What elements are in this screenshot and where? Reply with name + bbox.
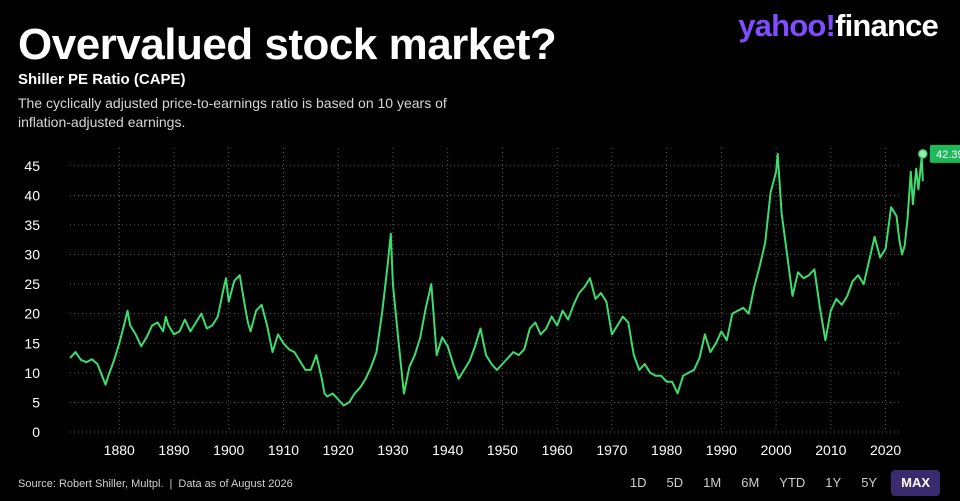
page-title: Overvalued stock market? — [18, 20, 557, 69]
range-button-1m[interactable]: 1M — [703, 475, 722, 490]
x-tick-label: 1910 — [268, 442, 299, 458]
range-button-1d[interactable]: 1D — [629, 475, 647, 490]
yahoo-finance-logo: yahoo!finance — [738, 8, 939, 44]
x-tick-label: 1970 — [596, 442, 627, 458]
x-tick-label: 1930 — [377, 442, 408, 458]
brand-part2: finance — [835, 8, 939, 43]
range-button-1y[interactable]: 1Y — [825, 475, 842, 490]
x-tick-label: 2010 — [815, 442, 846, 458]
y-tick-label: 0 — [32, 424, 40, 440]
range-button-ytd[interactable]: YTD — [779, 475, 806, 490]
y-tick-label: 45 — [24, 158, 40, 174]
x-tick-label: 1990 — [706, 442, 737, 458]
x-tick-label: 2000 — [761, 442, 792, 458]
range-button-5d[interactable]: 5D — [666, 475, 684, 490]
marker-layer: 42.39 — [918, 144, 960, 163]
line-layer — [69, 152, 924, 407]
x-tick-label: 1950 — [487, 442, 518, 458]
y-tick-label: 25 — [24, 276, 40, 292]
data-date-note: Data as of August 2026 — [178, 478, 293, 490]
last-value-badge — [929, 144, 960, 163]
range-button-max[interactable]: MAX — [891, 470, 940, 496]
x-tick-label: 1880 — [104, 442, 135, 458]
x-tick-label: 1900 — [213, 442, 244, 458]
chart-description: The cyclically adjusted price-to-earning… — [18, 95, 447, 130]
axis-layer: 0 5 10 15 20 25 30 35 40 45 1880 1890 1900 1910 1920 19… — [24, 158, 901, 458]
grid-layer — [70, 148, 902, 433]
cape-series-line — [69, 152, 924, 407]
last-value-label: 42.39 — [936, 149, 960, 161]
x-tick-label: 2020 — [870, 442, 901, 458]
range-button-6m[interactable]: 6M — [741, 475, 760, 490]
x-tick-label: 1940 — [432, 442, 463, 458]
y-tick-label: 30 — [24, 247, 40, 263]
x-tick-label: 1980 — [651, 442, 682, 458]
chart-footer: Source: Robert Shiller, Multpl. | Data as … — [18, 478, 293, 490]
y-tick-label: 35 — [24, 217, 40, 233]
y-tick-label: 40 — [24, 187, 40, 203]
source-text: Source: Robert Shiller, Multpl. — [18, 478, 164, 490]
x-tick-label: 1960 — [542, 442, 573, 458]
time-range-selector: 1D 5D 1M 6M YTD 1Y 5Y MAX — [620, 470, 940, 496]
range-button-5y[interactable]: 5Y — [861, 475, 878, 490]
y-tick-label: 15 — [24, 335, 40, 351]
brand-part1: yahoo! — [738, 8, 836, 43]
y-tick-label: 20 — [24, 306, 40, 322]
y-tick-label: 10 — [24, 365, 40, 381]
footer-separator: | — [169, 478, 173, 490]
last-value-dot — [918, 149, 928, 159]
x-tick-label: 1920 — [323, 442, 354, 458]
y-tick-label: 5 — [32, 394, 40, 410]
chart-subtitle: Shiller PE Ratio (CAPE) — [18, 71, 186, 88]
x-tick-label: 1890 — [158, 442, 189, 458]
